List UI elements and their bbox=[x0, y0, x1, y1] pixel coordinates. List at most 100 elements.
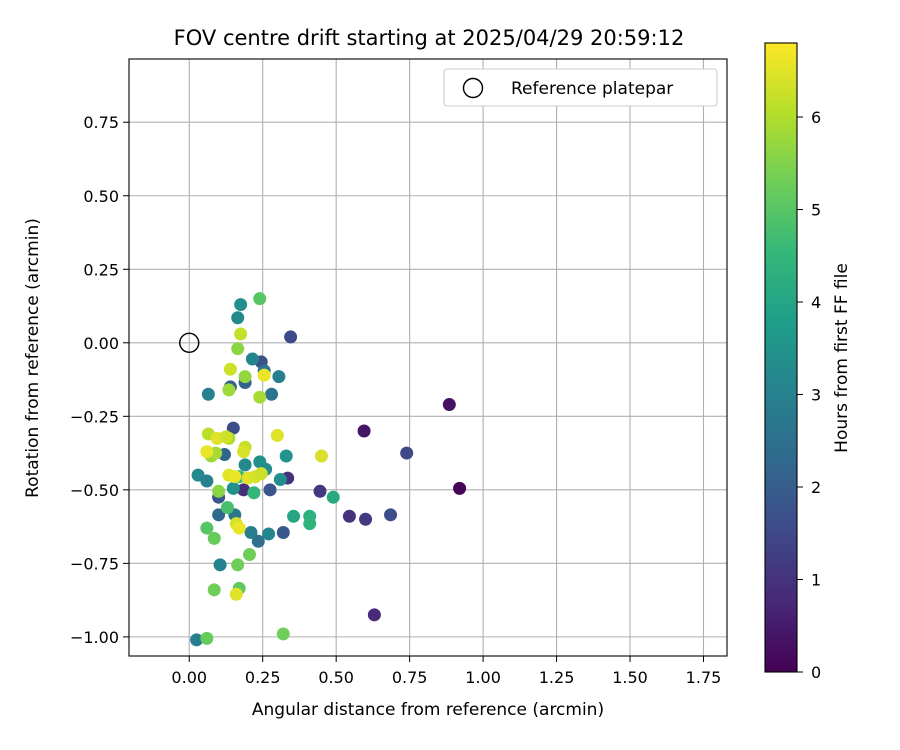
legend-entry-label: Reference platepar bbox=[511, 79, 673, 99]
scatter-point bbox=[276, 627, 290, 641]
scatter-point bbox=[442, 398, 456, 412]
scatter-point bbox=[200, 521, 214, 535]
x-tick-label: 0.75 bbox=[392, 668, 428, 687]
scatter-point bbox=[265, 387, 279, 401]
scatter-point bbox=[229, 587, 243, 601]
scatter-point bbox=[284, 330, 298, 344]
scatter-point bbox=[201, 387, 215, 401]
scatter-point bbox=[234, 327, 248, 341]
legend-box bbox=[443, 68, 718, 107]
scatter-point bbox=[200, 445, 214, 459]
x-axis-label: Angular distance from reference (arcmin) bbox=[252, 700, 604, 720]
scatter-point bbox=[212, 508, 226, 522]
scatter-point bbox=[234, 298, 248, 312]
x-tick-label: 1.50 bbox=[612, 668, 648, 687]
scatter-point bbox=[251, 534, 265, 548]
scatter-point bbox=[222, 383, 236, 397]
x-tick-label: 0.50 bbox=[318, 668, 354, 687]
scatter-point bbox=[342, 509, 356, 523]
colorbar-tick-label: 1 bbox=[811, 571, 821, 590]
colorbar-tick-label: 0 bbox=[811, 663, 821, 682]
y-tick-label: 0.25 bbox=[83, 260, 119, 279]
y-tick-label: 0.75 bbox=[83, 113, 119, 132]
scatter-point bbox=[262, 527, 276, 541]
scatter-point bbox=[359, 512, 373, 526]
reference-point-marker bbox=[179, 332, 200, 353]
scatter-point bbox=[313, 484, 327, 498]
legend: Reference platepar bbox=[443, 68, 718, 107]
plot-frame bbox=[128, 58, 728, 657]
x-tick-label: 1.75 bbox=[686, 668, 722, 687]
y-axis-ticks: 0.75 0.50 0.25 0.00 −0.25 −0.50 −0.75 −1.00 bbox=[70, 113, 129, 647]
scatter-point bbox=[276, 525, 290, 539]
scatter-point bbox=[257, 368, 271, 382]
scatter-point bbox=[367, 608, 381, 622]
scatter-point bbox=[207, 583, 221, 597]
scatter-point bbox=[244, 525, 258, 539]
scatter-point bbox=[247, 486, 261, 500]
scatter-point bbox=[231, 342, 245, 356]
scatter-point bbox=[219, 430, 233, 444]
x-tick-label: 1.00 bbox=[465, 668, 501, 687]
scatter-point bbox=[453, 481, 467, 495]
scatter-point bbox=[287, 509, 301, 523]
x-tick-label: 1.25 bbox=[539, 668, 575, 687]
scatter-point bbox=[213, 558, 227, 572]
scatter-point bbox=[226, 481, 240, 495]
scatter-point bbox=[231, 311, 245, 325]
y-tick-label: −0.25 bbox=[70, 407, 119, 426]
scatter-point bbox=[400, 446, 414, 460]
scatter-point bbox=[279, 449, 293, 463]
colorbar-tick-label: 6 bbox=[811, 108, 821, 127]
scatter-point bbox=[220, 500, 234, 514]
y-tick-label: 0.00 bbox=[83, 334, 119, 353]
y-axis-label: Rotation from reference (arcmin) bbox=[23, 218, 43, 498]
scatter-point bbox=[273, 473, 287, 487]
grid-lines bbox=[129, 59, 727, 656]
scatter-point bbox=[272, 370, 286, 384]
scatter-point bbox=[253, 390, 267, 404]
colorbar-gradient bbox=[764, 42, 798, 673]
scatter-point bbox=[263, 483, 277, 497]
scatter-point bbox=[200, 631, 214, 645]
scatter-point bbox=[245, 352, 259, 366]
x-tick-label: 0.25 bbox=[245, 668, 281, 687]
colorbar-label: Hours from first FF file bbox=[832, 263, 852, 453]
x-tick-label: 0.00 bbox=[171, 668, 207, 687]
scatter-point bbox=[190, 633, 204, 647]
scatter-point bbox=[238, 458, 252, 472]
y-tick-label: −1.00 bbox=[70, 628, 119, 647]
scatter-point bbox=[231, 558, 245, 572]
colorbar-tick-label: 2 bbox=[811, 478, 821, 497]
y-tick-label: 0.50 bbox=[83, 187, 119, 206]
scatter-point bbox=[223, 362, 237, 376]
chart-title: FOV centre drift starting at 2025/04/29 … bbox=[174, 26, 685, 50]
scatter-point bbox=[200, 474, 214, 488]
scatter-point bbox=[270, 428, 284, 442]
x-axis-ticks: 0.00 0.25 0.50 0.75 1.00 1.25 1.50 1.75 bbox=[171, 656, 721, 687]
scatter-point bbox=[254, 467, 268, 481]
legend-marker bbox=[462, 77, 484, 99]
scatter-point bbox=[326, 490, 340, 504]
scatter-point bbox=[357, 424, 371, 438]
colorbar-tick-label: 3 bbox=[811, 386, 821, 405]
scatter-point bbox=[314, 449, 328, 463]
scatter-point bbox=[384, 508, 398, 522]
scatter-point bbox=[253, 292, 267, 306]
scatter-point bbox=[237, 445, 251, 459]
scatter-point bbox=[237, 483, 251, 497]
scatter-points bbox=[190, 292, 467, 647]
scatter-point bbox=[212, 484, 226, 498]
y-tick-label: −0.50 bbox=[70, 481, 119, 500]
y-tick-label: −0.75 bbox=[70, 554, 119, 573]
scatter-point bbox=[242, 548, 256, 562]
colorbar-tick-label: 4 bbox=[811, 293, 821, 312]
scatter-point bbox=[303, 517, 317, 531]
scatter-point bbox=[232, 521, 246, 535]
scatter-point bbox=[226, 421, 240, 435]
colorbar-ticks: 0 1 2 3 4 5 6 bbox=[797, 108, 821, 682]
scatter-point bbox=[207, 531, 221, 545]
colorbar: 0 1 2 3 4 5 6 Hours from first FF file bbox=[764, 42, 852, 682]
colorbar-tick-label: 5 bbox=[811, 201, 821, 220]
